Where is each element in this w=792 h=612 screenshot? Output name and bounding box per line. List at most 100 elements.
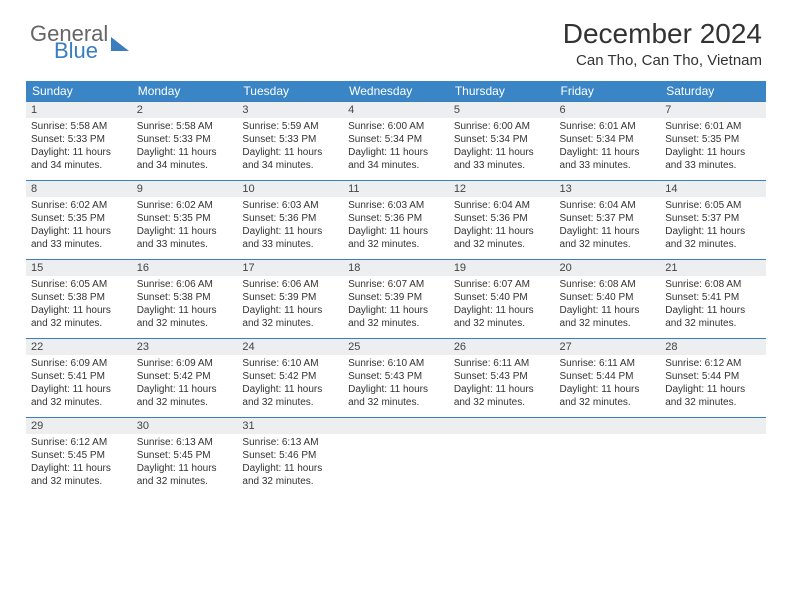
sunrise-line: Sunrise: 6:03 AM <box>242 199 338 212</box>
day-number: 19 <box>449 260 555 276</box>
sunset-line: Sunset: 5:36 PM <box>454 212 550 225</box>
dow-saturday: Saturday <box>660 81 766 102</box>
day-number: 10 <box>237 181 343 197</box>
day-detail: Sunrise: 6:04 AMSunset: 5:37 PMDaylight:… <box>555 197 661 259</box>
sunrise-line: Sunrise: 6:07 AM <box>348 278 444 291</box>
day-number: 31 <box>237 418 343 434</box>
sunrise-line: Sunrise: 6:06 AM <box>242 278 338 291</box>
sunrise-line: Sunrise: 6:01 AM <box>665 120 761 133</box>
sunrise-line: Sunrise: 6:00 AM <box>348 120 444 133</box>
sunrise-line: Sunrise: 6:04 AM <box>454 199 550 212</box>
day-number: 6 <box>555 102 661 118</box>
day-number: 9 <box>132 181 238 197</box>
day-number: 1 <box>26 102 132 118</box>
day-detail: Sunrise: 6:12 AMSunset: 5:45 PMDaylight:… <box>26 434 132 496</box>
day-number: 14 <box>660 181 766 197</box>
day-cell: 1Sunrise: 5:58 AMSunset: 5:33 PMDaylight… <box>26 102 132 181</box>
day-cell: 3Sunrise: 5:59 AMSunset: 5:33 PMDaylight… <box>237 102 343 181</box>
day-cell: 15Sunrise: 6:05 AMSunset: 5:38 PMDayligh… <box>26 260 132 339</box>
logo-word2: Blue <box>54 41 108 62</box>
title-block: December 2024 Can Tho, Can Tho, Vietnam <box>563 18 762 69</box>
sunrise-line: Sunrise: 6:10 AM <box>348 357 444 370</box>
day-number: 15 <box>26 260 132 276</box>
day-detail: Sunrise: 6:08 AMSunset: 5:41 PMDaylight:… <box>660 276 766 338</box>
day-number: 3 <box>237 102 343 118</box>
day-cell: 11Sunrise: 6:03 AMSunset: 5:36 PMDayligh… <box>343 181 449 260</box>
sunset-line: Sunset: 5:35 PM <box>137 212 233 225</box>
dow-friday: Friday <box>555 81 661 102</box>
day-cell: 27Sunrise: 6:11 AMSunset: 5:44 PMDayligh… <box>555 339 661 418</box>
day-detail: Sunrise: 6:07 AMSunset: 5:40 PMDaylight:… <box>449 276 555 338</box>
day-number: 11 <box>343 181 449 197</box>
day-detail: Sunrise: 6:06 AMSunset: 5:39 PMDaylight:… <box>237 276 343 338</box>
sunrise-line: Sunrise: 6:09 AM <box>31 357 127 370</box>
day-detail: Sunrise: 5:59 AMSunset: 5:33 PMDaylight:… <box>237 118 343 180</box>
day-cell: 20Sunrise: 6:08 AMSunset: 5:40 PMDayligh… <box>555 260 661 339</box>
daylight-line: Daylight: 11 hours and 32 minutes. <box>348 383 444 409</box>
sunset-line: Sunset: 5:41 PM <box>31 370 127 383</box>
day-number: 2 <box>132 102 238 118</box>
day-cell: 17Sunrise: 6:06 AMSunset: 5:39 PMDayligh… <box>237 260 343 339</box>
day-cell: 24Sunrise: 6:10 AMSunset: 5:42 PMDayligh… <box>237 339 343 418</box>
empty-day-bar <box>449 418 555 434</box>
week-row: 22Sunrise: 6:09 AMSunset: 5:41 PMDayligh… <box>26 339 766 418</box>
week-row: 29Sunrise: 6:12 AMSunset: 5:45 PMDayligh… <box>26 418 766 497</box>
day-detail: Sunrise: 6:04 AMSunset: 5:36 PMDaylight:… <box>449 197 555 259</box>
day-detail: Sunrise: 6:00 AMSunset: 5:34 PMDaylight:… <box>449 118 555 180</box>
day-number: 26 <box>449 339 555 355</box>
sunset-line: Sunset: 5:36 PM <box>348 212 444 225</box>
sunset-line: Sunset: 5:35 PM <box>665 133 761 146</box>
sunrise-line: Sunrise: 6:13 AM <box>242 436 338 449</box>
empty-day-bar <box>660 418 766 434</box>
sunset-line: Sunset: 5:34 PM <box>560 133 656 146</box>
sunset-line: Sunset: 5:34 PM <box>454 133 550 146</box>
sunrise-line: Sunrise: 5:58 AM <box>137 120 233 133</box>
day-number: 5 <box>449 102 555 118</box>
week-row: 8Sunrise: 6:02 AMSunset: 5:35 PMDaylight… <box>26 181 766 260</box>
sunrise-line: Sunrise: 6:12 AM <box>665 357 761 370</box>
dow-sunday: Sunday <box>26 81 132 102</box>
day-cell: 31Sunrise: 6:13 AMSunset: 5:46 PMDayligh… <box>237 418 343 497</box>
sunrise-line: Sunrise: 6:01 AM <box>560 120 656 133</box>
sunset-line: Sunset: 5:43 PM <box>348 370 444 383</box>
day-detail: Sunrise: 6:07 AMSunset: 5:39 PMDaylight:… <box>343 276 449 338</box>
sunrise-line: Sunrise: 6:08 AM <box>665 278 761 291</box>
daylight-line: Daylight: 11 hours and 32 minutes. <box>348 225 444 251</box>
sunset-line: Sunset: 5:35 PM <box>31 212 127 225</box>
sunrise-line: Sunrise: 6:09 AM <box>137 357 233 370</box>
sunset-line: Sunset: 5:46 PM <box>242 449 338 462</box>
sunrise-line: Sunrise: 6:04 AM <box>560 199 656 212</box>
sunrise-line: Sunrise: 6:08 AM <box>560 278 656 291</box>
day-cell: 19Sunrise: 6:07 AMSunset: 5:40 PMDayligh… <box>449 260 555 339</box>
daylight-line: Daylight: 11 hours and 32 minutes. <box>665 383 761 409</box>
sunset-line: Sunset: 5:33 PM <box>242 133 338 146</box>
sunrise-line: Sunrise: 6:00 AM <box>454 120 550 133</box>
empty-day-bar <box>555 418 661 434</box>
day-cell: 28Sunrise: 6:12 AMSunset: 5:44 PMDayligh… <box>660 339 766 418</box>
day-detail: Sunrise: 6:09 AMSunset: 5:41 PMDaylight:… <box>26 355 132 417</box>
day-cell: 16Sunrise: 6:06 AMSunset: 5:38 PMDayligh… <box>132 260 238 339</box>
day-cell <box>343 418 449 497</box>
day-number: 25 <box>343 339 449 355</box>
day-cell: 18Sunrise: 6:07 AMSunset: 5:39 PMDayligh… <box>343 260 449 339</box>
day-number: 29 <box>26 418 132 434</box>
day-number: 22 <box>26 339 132 355</box>
day-cell <box>555 418 661 497</box>
day-cell: 22Sunrise: 6:09 AMSunset: 5:41 PMDayligh… <box>26 339 132 418</box>
sunset-line: Sunset: 5:45 PM <box>137 449 233 462</box>
header: General Blue December 2024 Can Tho, Can … <box>0 0 792 77</box>
day-detail: Sunrise: 6:13 AMSunset: 5:46 PMDaylight:… <box>237 434 343 496</box>
location-label: Can Tho, Can Tho, Vietnam <box>563 52 762 69</box>
daylight-line: Daylight: 11 hours and 32 minutes. <box>137 383 233 409</box>
sunrise-line: Sunrise: 6:02 AM <box>137 199 233 212</box>
daylight-line: Daylight: 11 hours and 32 minutes. <box>137 304 233 330</box>
daylight-line: Daylight: 11 hours and 32 minutes. <box>242 304 338 330</box>
daylight-line: Daylight: 11 hours and 33 minutes. <box>454 146 550 172</box>
daylight-line: Daylight: 11 hours and 32 minutes. <box>560 383 656 409</box>
sunset-line: Sunset: 5:33 PM <box>31 133 127 146</box>
daylight-line: Daylight: 11 hours and 32 minutes. <box>665 304 761 330</box>
daylight-line: Daylight: 11 hours and 32 minutes. <box>454 225 550 251</box>
daylight-line: Daylight: 11 hours and 33 minutes. <box>560 146 656 172</box>
day-number: 30 <box>132 418 238 434</box>
day-number: 16 <box>132 260 238 276</box>
